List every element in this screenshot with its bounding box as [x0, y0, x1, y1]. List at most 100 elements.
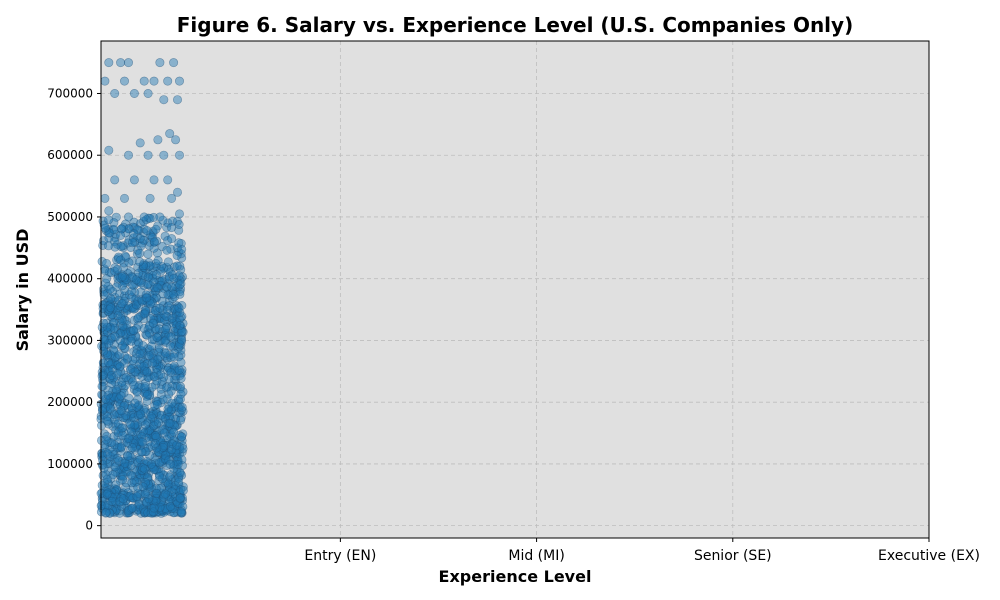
- grid: [101, 41, 930, 538]
- scatter-point: [119, 401, 129, 411]
- scatter-point: [174, 238, 184, 248]
- scatter-point: [107, 438, 117, 448]
- scatter-point: [133, 225, 143, 235]
- scatter-point: [143, 150, 153, 160]
- scatter-point: [159, 95, 169, 105]
- scatter-point: [163, 218, 173, 228]
- scatter-point: [164, 402, 174, 412]
- scatter-point: [118, 430, 128, 440]
- scatter-point: [128, 238, 138, 248]
- scatter-point: [126, 364, 136, 374]
- scatter-point: [160, 450, 170, 460]
- scatter-point: [156, 384, 166, 394]
- scatter-point: [174, 303, 184, 313]
- scatter-point: [120, 193, 130, 203]
- scatter-point: [97, 406, 107, 416]
- scatter-point: [173, 498, 183, 508]
- scatter-point: [173, 187, 183, 197]
- scatter-point: [163, 290, 173, 300]
- scatter-point: [161, 383, 171, 393]
- scatter-point: [155, 58, 165, 68]
- scatter-point: [118, 475, 128, 485]
- scatter-point: [152, 399, 162, 409]
- scatter-point: [104, 58, 114, 68]
- scatter-point: [151, 496, 161, 506]
- scatter-point: [104, 206, 114, 216]
- scatter-point: [171, 135, 181, 145]
- scatter-point: [109, 218, 119, 228]
- scatter-point: [157, 242, 167, 252]
- scatter-point: [129, 325, 139, 335]
- scatter-point: [113, 311, 123, 321]
- scatter-point: [175, 308, 185, 318]
- scatter-point: [129, 304, 139, 314]
- scatter-point: [103, 357, 113, 367]
- scatter-point: [141, 447, 151, 457]
- scatter-point: [120, 344, 130, 354]
- y-axis-label: Salary in USD: [13, 229, 32, 352]
- scatter-point: [178, 485, 188, 495]
- scatter-point: [97, 256, 107, 266]
- scatter-point: [106, 452, 116, 462]
- scatter-point: [98, 370, 108, 380]
- scatter-point: [111, 385, 121, 395]
- scatter-point: [135, 257, 145, 267]
- scatter-point: [104, 145, 114, 155]
- scatter-point: [145, 213, 155, 223]
- scatter-point: [116, 58, 126, 68]
- scatter-point: [177, 335, 187, 345]
- y-tick-label: 400000: [47, 272, 93, 286]
- scatter-point: [162, 282, 172, 292]
- scatter-point: [147, 341, 157, 351]
- scatter-point: [168, 289, 178, 299]
- y-tick-label: 500000: [47, 210, 93, 224]
- scatter-point: [140, 381, 150, 391]
- scatter-point: [177, 244, 187, 254]
- scatter-point: [175, 76, 185, 86]
- scatter-point: [138, 341, 148, 351]
- scatter-point: [143, 89, 153, 99]
- scatter-point: [136, 409, 146, 419]
- scatter-point: [141, 290, 151, 300]
- plot-area: [101, 41, 929, 538]
- scatter-point: [149, 421, 159, 431]
- scatter-point: [165, 418, 175, 428]
- scatter-point: [135, 234, 145, 244]
- scatter-point: [118, 494, 128, 504]
- scatter-point: [175, 394, 185, 404]
- scatter-point: [115, 328, 125, 338]
- scatter-point: [105, 284, 115, 294]
- scatter-point: [175, 493, 185, 503]
- scatter-point: [104, 233, 114, 243]
- scatter-point: [135, 138, 145, 148]
- scatter-point: [149, 464, 159, 474]
- scatter-point: [174, 477, 184, 487]
- x-tick-label: Entry (EN): [304, 548, 376, 564]
- scatter-point: [139, 76, 149, 86]
- scatter-point: [124, 150, 134, 160]
- scatter-point: [153, 256, 163, 266]
- scatter-point: [103, 416, 113, 426]
- scatter-point: [144, 350, 154, 360]
- scatter-point: [149, 76, 159, 86]
- scatter-point: [169, 304, 179, 314]
- scatter-point: [115, 301, 125, 311]
- scatter-point: [117, 272, 127, 282]
- scatter-point: [170, 491, 180, 501]
- scatter-point: [152, 282, 162, 292]
- scatter-point: [131, 275, 141, 285]
- scatter-point: [120, 458, 130, 468]
- scatter-point: [149, 175, 159, 185]
- scatter-point: [153, 331, 163, 341]
- scatter-point: [148, 318, 158, 328]
- scatter-point: [116, 231, 126, 241]
- scatter-point: [147, 358, 157, 368]
- scatter-point: [125, 456, 135, 466]
- scatter-point: [152, 248, 162, 258]
- scatter-point: [174, 271, 184, 281]
- scatter-point: [143, 279, 153, 289]
- scatter-point: [153, 417, 163, 427]
- scatter-point: [169, 273, 179, 283]
- scatter-point: [161, 324, 171, 334]
